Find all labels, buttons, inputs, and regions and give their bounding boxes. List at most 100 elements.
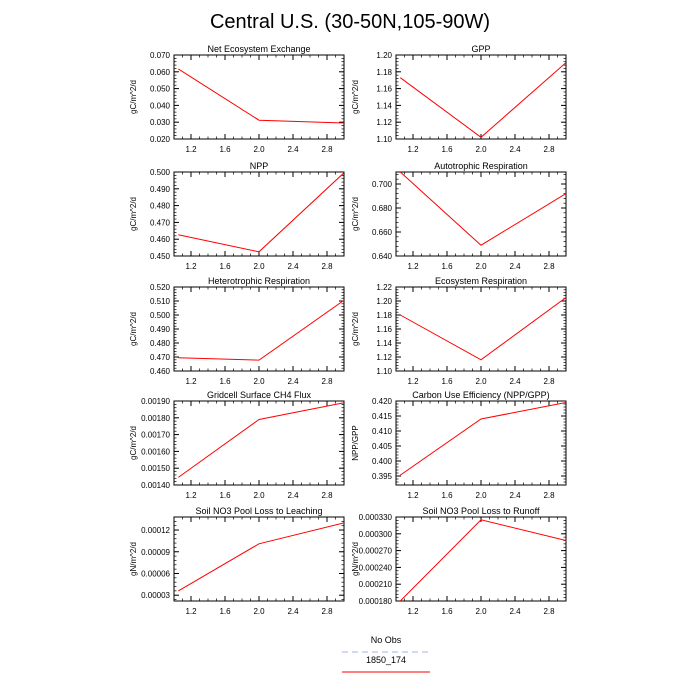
series-line bbox=[178, 299, 344, 361]
x-tick-label: 2.8 bbox=[321, 262, 333, 271]
legend-label: 1850_174 bbox=[366, 655, 406, 665]
series-line bbox=[178, 522, 344, 592]
y-tick-label: 1.14 bbox=[376, 101, 392, 110]
y-axis-label: gN/m^2/d bbox=[351, 542, 360, 576]
y-axis-label: gC/m^2/d bbox=[129, 426, 138, 460]
chart-panel-3: NPP gC/m^2/d 1.2 1.6 2.0 2.4 2.8 0.450 0.460 0.47… bbox=[129, 161, 345, 271]
y-tick-label: 0.000330 bbox=[359, 513, 393, 522]
y-tick-label: 0.000210 bbox=[359, 580, 393, 589]
panel-title: GPP bbox=[471, 44, 490, 54]
y-axis-label: gC/m^2/d bbox=[129, 80, 138, 114]
x-tick-label: 2.4 bbox=[509, 607, 521, 616]
panel-title: Carbon Use Efficiency (NPP/GPP) bbox=[412, 390, 549, 400]
x-tick-label: 2.4 bbox=[509, 377, 521, 386]
panel-title: Gridcell Surface CH4 Flux bbox=[207, 390, 312, 400]
y-tick-label: 0.030 bbox=[150, 118, 171, 127]
x-tick-label: 1.2 bbox=[185, 262, 197, 271]
legend-label: No Obs bbox=[371, 635, 402, 645]
y-tick-label: 0.000300 bbox=[359, 530, 393, 539]
y-axis-label: gC/m^2/d bbox=[129, 312, 138, 346]
x-tick-label: 1.6 bbox=[219, 262, 231, 271]
x-tick-label: 1.2 bbox=[185, 491, 197, 500]
x-tick-label: 2.0 bbox=[253, 607, 265, 616]
y-axis-label: gC/m^2/d bbox=[351, 80, 360, 114]
y-tick-label: 0.660 bbox=[372, 228, 393, 237]
series-line bbox=[399, 172, 566, 246]
x-tick-label: 2.4 bbox=[287, 145, 299, 154]
y-tick-label: 0.500 bbox=[150, 168, 171, 177]
y-tick-label: 1.20 bbox=[376, 297, 392, 306]
y-tick-label: 0.00150 bbox=[141, 464, 170, 473]
series-line bbox=[400, 297, 566, 361]
series-line bbox=[178, 402, 344, 478]
y-tick-label: 0.510 bbox=[150, 297, 171, 306]
panel-title: Autotrophic Respiration bbox=[434, 161, 528, 171]
y-tick-label: 1.10 bbox=[376, 135, 392, 144]
x-tick-label: 1.2 bbox=[185, 145, 197, 154]
y-tick-label: 1.14 bbox=[376, 339, 392, 348]
x-tick-label: 2.0 bbox=[253, 262, 265, 271]
y-tick-label: 0.415 bbox=[372, 412, 393, 421]
plot-frame bbox=[395, 171, 567, 257]
chart-panel-7: Gridcell Surface CH4 Flux gC/m^2/d 1.2 1.6 2… bbox=[129, 390, 345, 500]
y-tick-label: 0.00170 bbox=[141, 431, 170, 440]
y-tick-label: 0.640 bbox=[372, 252, 393, 261]
panel-title: NPP bbox=[250, 161, 269, 171]
y-axis-label: gC/m^2/d bbox=[351, 197, 360, 231]
y-tick-label: 0.410 bbox=[372, 427, 393, 436]
x-tick-label: 1.6 bbox=[441, 377, 453, 386]
chart-panel-5: Heterotrophic Respiration gC/m^2/d 1.2 1.6 2… bbox=[129, 276, 345, 386]
y-axis-label: gC/m^2/d bbox=[351, 312, 360, 346]
chart-panel-4: Autotrophic Respiration gC/m^2/d 1.2 1.6 2.0… bbox=[351, 161, 567, 271]
x-tick-label: 2.4 bbox=[287, 377, 299, 386]
x-tick-label: 1.6 bbox=[441, 145, 453, 154]
y-tick-label: 0.070 bbox=[150, 51, 171, 60]
x-tick-label: 2.8 bbox=[321, 607, 333, 616]
x-tick-label: 2.8 bbox=[543, 262, 555, 271]
y-tick-label: 1.20 bbox=[376, 51, 392, 60]
y-tick-label: 0.500 bbox=[150, 311, 171, 320]
x-tick-label: 2.0 bbox=[253, 145, 265, 154]
x-tick-label: 1.6 bbox=[441, 491, 453, 500]
plot-frame bbox=[395, 516, 567, 602]
x-tick-label: 1.6 bbox=[441, 607, 453, 616]
panel-title: Net Ecosystem Exchange bbox=[207, 44, 310, 54]
chart-panel-1: Net Ecosystem Exchange gC/m^2/d 1.2 1.6 2.0 2… bbox=[129, 44, 345, 154]
y-tick-label: 0.00190 bbox=[141, 397, 170, 406]
y-axis-label: NPP/GPP bbox=[351, 425, 360, 461]
y-tick-label: 0.490 bbox=[150, 185, 171, 194]
y-tick-label: 0.470 bbox=[150, 353, 171, 362]
y-tick-label: 0.00160 bbox=[141, 447, 170, 456]
series-line bbox=[178, 172, 344, 253]
x-tick-label: 2.8 bbox=[543, 607, 555, 616]
x-tick-label: 1.2 bbox=[407, 491, 419, 500]
chart-panel-10: Soil NO3 Pool Loss to Runoff gN/m^2/d 1.2 1… bbox=[351, 506, 567, 616]
series-line bbox=[400, 62, 566, 138]
y-tick-label: 0.480 bbox=[150, 339, 171, 348]
x-tick-label: 2.4 bbox=[287, 262, 299, 271]
series-line bbox=[400, 402, 566, 476]
x-tick-label: 1.2 bbox=[185, 607, 197, 616]
y-tick-label: 1.16 bbox=[376, 325, 392, 334]
x-tick-label: 2.0 bbox=[475, 491, 487, 500]
y-tick-label: 1.22 bbox=[376, 283, 392, 292]
plot-frame bbox=[395, 54, 567, 140]
x-tick-label: 2.4 bbox=[509, 491, 521, 500]
legend: No Obs 1850_174 bbox=[342, 635, 430, 673]
figure-title: Central U.S. (30-50N,105-90W) bbox=[210, 11, 490, 33]
y-tick-label: 1.16 bbox=[376, 85, 392, 94]
y-tick-label: 0.000270 bbox=[359, 547, 393, 556]
x-tick-label: 2.8 bbox=[321, 145, 333, 154]
x-tick-label: 2.8 bbox=[543, 491, 555, 500]
x-tick-label: 2.8 bbox=[321, 377, 333, 386]
panel-title: Ecosystem Respiration bbox=[435, 276, 527, 286]
y-tick-label: 0.700 bbox=[372, 180, 393, 189]
x-tick-label: 1.2 bbox=[407, 145, 419, 154]
y-tick-label: 0.000240 bbox=[359, 563, 393, 572]
series-line bbox=[399, 519, 566, 601]
y-tick-label: 1.10 bbox=[376, 367, 392, 376]
x-tick-label: 1.2 bbox=[407, 377, 419, 386]
y-tick-label: 0.020 bbox=[150, 135, 171, 144]
x-tick-label: 2.4 bbox=[287, 491, 299, 500]
